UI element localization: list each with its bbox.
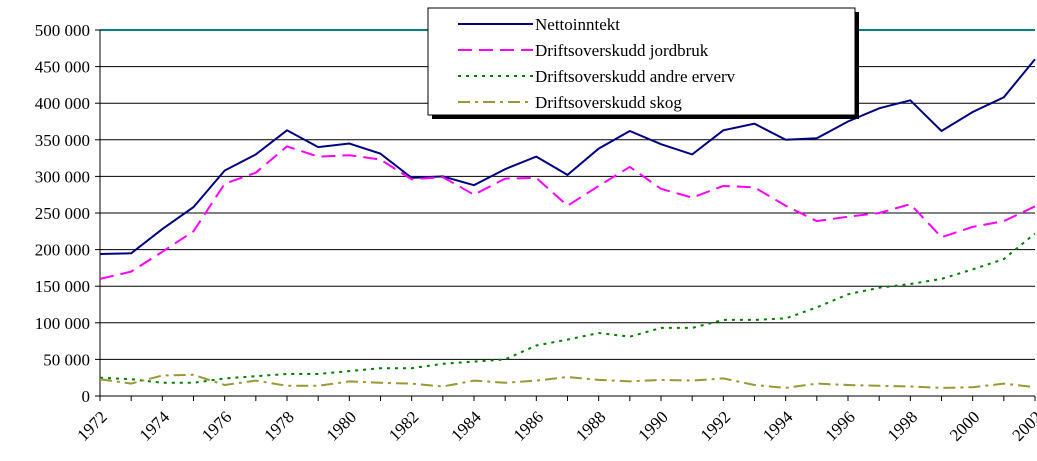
x-tick-label: 2000: [946, 407, 983, 444]
series-line: [99, 232, 1036, 384]
x-tick-label: 1980: [323, 407, 360, 444]
legend-label: Driftsoverskudd jordbruk: [535, 41, 709, 60]
series-line: [99, 58, 1036, 255]
y-tick-label: 500 000: [35, 21, 90, 40]
x-tick-label: 1972: [73, 407, 110, 444]
y-tick-label: 200 000: [35, 241, 90, 260]
x-tick-label: 1982: [385, 407, 422, 444]
legend-label: Driftsoverskudd andre erverv: [535, 67, 736, 86]
y-tick-label: 50 000: [43, 350, 90, 369]
x-tick-label: 1976: [198, 407, 235, 444]
x-tick-label: 1974: [136, 407, 174, 445]
y-tick-label: 300 000: [35, 167, 90, 186]
legend: [427, 7, 856, 116]
series-line: [99, 373, 1036, 389]
legend-label: Nettoinntekt: [535, 15, 620, 34]
x-tick-label: 1978: [260, 407, 297, 444]
x-tick-label: 2002: [1008, 407, 1037, 444]
y-tick-label: 400 000: [35, 94, 90, 113]
x-tick-label: 1984: [447, 407, 485, 445]
y-tick-label: 150 000: [35, 277, 90, 296]
x-tick-label: 1986: [510, 407, 547, 444]
x-tick-label: 1988: [572, 407, 609, 444]
y-tick-label: 450 000: [35, 58, 90, 77]
series-line: [99, 145, 1036, 280]
y-tick-label: 250 000: [35, 204, 90, 223]
y-tick-label: 0: [82, 387, 91, 406]
x-tick-label: 1998: [884, 407, 921, 444]
x-tick-label: 1996: [821, 407, 858, 444]
x-tick-label: 1990: [634, 407, 671, 444]
x-tick-label: 1994: [759, 407, 797, 445]
y-tick-label: 350 000: [35, 131, 90, 150]
x-tick-label: 1992: [697, 407, 734, 444]
legend-label: Driftsoverskudd skog: [535, 93, 682, 112]
y-tick-label: 100 000: [35, 314, 90, 333]
